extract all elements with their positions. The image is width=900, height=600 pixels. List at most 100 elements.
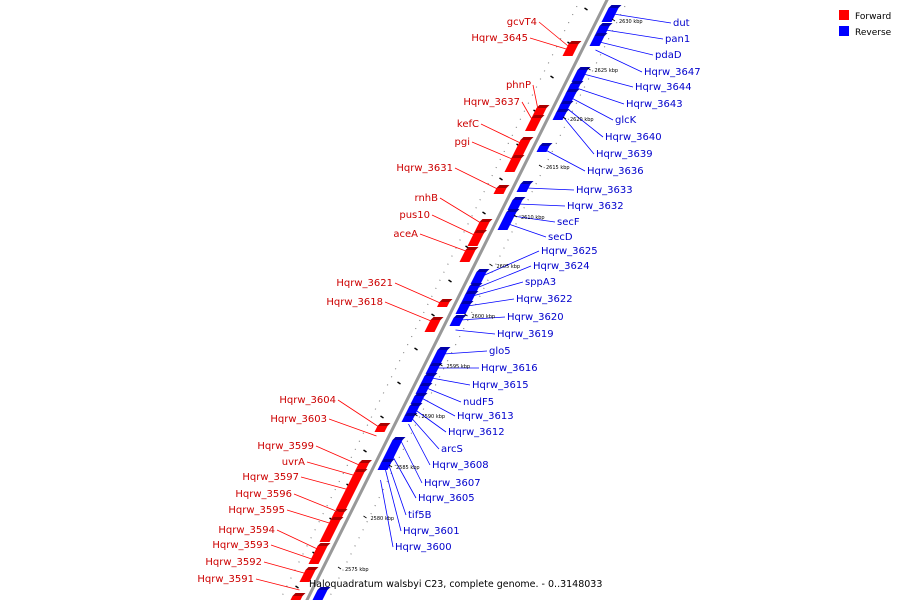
reverse-gene-label: Hqrw_3624 — [533, 261, 590, 272]
reverse-gene-label: Hqrw_3632 — [567, 201, 624, 212]
tick-label: 2615 kbp — [546, 165, 570, 171]
tick-mark — [363, 515, 367, 519]
tick-mark — [439, 363, 443, 367]
reverse-leader-line — [562, 115, 595, 155]
tick-label: 2600 kbp — [472, 314, 496, 320]
reverse-gene-20 — [415, 383, 433, 394]
track-mark — [397, 381, 401, 385]
forward-gene-18 — [290, 593, 306, 600]
forward-gene-2 — [525, 115, 545, 131]
forward-gene-label: aceA — [393, 229, 418, 240]
reverse-leader-line — [467, 298, 515, 307]
reverse-gene-label: Hqrw_3644 — [635, 82, 692, 93]
reverse-leader-line — [571, 97, 614, 121]
tick-label: 2590 kbp — [422, 414, 446, 420]
reverse-gene-0 — [601, 5, 622, 22]
legend-forward-label: Forward — [855, 12, 891, 22]
forward-gene-label: rnhB — [415, 193, 439, 204]
reverse-gene-label: glo5 — [489, 346, 511, 357]
reverse-gene-label: pdaD — [655, 50, 682, 61]
reverse-gene-label: secF — [557, 217, 580, 228]
tick-label: 2595 kbp — [447, 364, 471, 370]
reverse-gene-label: Hqrw_3613 — [457, 411, 514, 422]
legend-forward-swatch — [839, 10, 849, 20]
forward-gene-label: pgi — [455, 137, 470, 148]
reverse-leader-line — [583, 73, 634, 88]
reverse-gene-8 — [536, 143, 553, 152]
tick-label: 2575 kbp — [345, 567, 369, 573]
tick-mark — [388, 464, 393, 468]
forward-gene-10 — [424, 317, 444, 332]
forward-gene-4 — [504, 155, 525, 172]
forward-gene-label: Hqrw_3596 — [235, 489, 292, 500]
forward-leader-line — [538, 21, 571, 49]
reverse-leader-line — [613, 13, 672, 24]
reverse-gene-26 — [312, 587, 331, 600]
reverse-gene-11 — [497, 209, 520, 230]
forward-leader-line — [276, 529, 320, 551]
forward-gene-8 — [459, 247, 479, 262]
forward-gene-label: Hqrw_3645 — [471, 33, 528, 44]
forward-gene-label: Hqrw_3631 — [396, 163, 453, 174]
forward-gene-label: Hqrw_3603 — [270, 414, 327, 425]
forward-leader-line — [454, 167, 500, 191]
reverse-gene-label: Hqrw_3616 — [481, 363, 538, 374]
reverse-gene-16 — [449, 315, 467, 326]
reverse-gene-label: Hqrw_3620 — [507, 312, 564, 323]
genome-caption: Haloquadratum walsbyi C23, complete geno… — [309, 579, 602, 590]
forward-leader-line — [394, 282, 443, 305]
forward-gene-label: Hqrw_3591 — [197, 574, 254, 585]
forward-leader-line — [521, 101, 534, 123]
tick-mark — [337, 566, 342, 570]
forward-leader-line — [293, 493, 339, 513]
tick-mark — [562, 116, 567, 120]
reverse-gene-label: arcS — [441, 444, 463, 455]
forward-leader-line — [315, 445, 362, 467]
forward-leader-line — [328, 418, 377, 437]
reverse-leader-line — [421, 397, 456, 417]
forward-gene-label: kefC — [457, 119, 479, 130]
reverse-leader-line — [576, 87, 625, 105]
forward-gene-label: Hqrw_3593 — [212, 540, 269, 551]
tick-label: 2630 kbp — [619, 19, 643, 25]
reverse-gene-label: Hqrw_3619 — [497, 329, 554, 340]
tick-mark — [464, 313, 468, 317]
reverse-leader-line — [595, 49, 643, 73]
reverse-gene-label: Hqrw_3639 — [596, 149, 653, 160]
forward-leader-line — [306, 461, 357, 477]
reverse-leader-line — [518, 203, 566, 207]
reverse-gene-label: dut — [673, 18, 690, 29]
reverse-leader-line — [476, 265, 532, 289]
reverse-gene-label: Hqrw_3605 — [418, 493, 475, 504]
tick-mark — [513, 214, 518, 218]
track-mark — [363, 449, 367, 453]
forward-leader-line — [263, 561, 308, 575]
forward-gene-11 — [374, 423, 391, 432]
track-mark — [414, 347, 418, 351]
forward-leader-line — [300, 476, 350, 491]
reverse-leader-line — [460, 316, 506, 321]
tick-mark — [538, 164, 543, 168]
reverse-gene-10 — [507, 197, 526, 210]
forward-gene-label: Hqrw_3595 — [228, 505, 285, 516]
forward-gene-label: Hqrw_3597 — [242, 472, 299, 483]
reverse-gene-label: Hqrw_3647 — [644, 67, 701, 78]
reverse-leader-line — [400, 439, 423, 484]
tick-mark — [489, 263, 493, 267]
reverse-gene-3 — [571, 67, 591, 82]
forward-leader-line — [439, 197, 483, 225]
track-mark — [482, 211, 486, 215]
forward-leader-line — [529, 37, 570, 51]
reverse-gene-label: Hqrw_3636 — [587, 166, 644, 177]
forward-gene-label: Hqrw_3594 — [218, 525, 275, 536]
reverse-gene-label: Hqrw_3622 — [516, 294, 573, 305]
reverse-leader-line — [426, 387, 462, 403]
tick-mark — [611, 18, 616, 22]
forward-leader-line — [419, 233, 469, 253]
reverse-gene-label: Hqrw_3615 — [472, 380, 529, 391]
track-mark — [584, 7, 588, 11]
reverse-leader-line — [508, 223, 547, 238]
forward-gene-17 — [299, 567, 319, 582]
reverse-gene-label: Hqrw_3601 — [403, 526, 460, 537]
